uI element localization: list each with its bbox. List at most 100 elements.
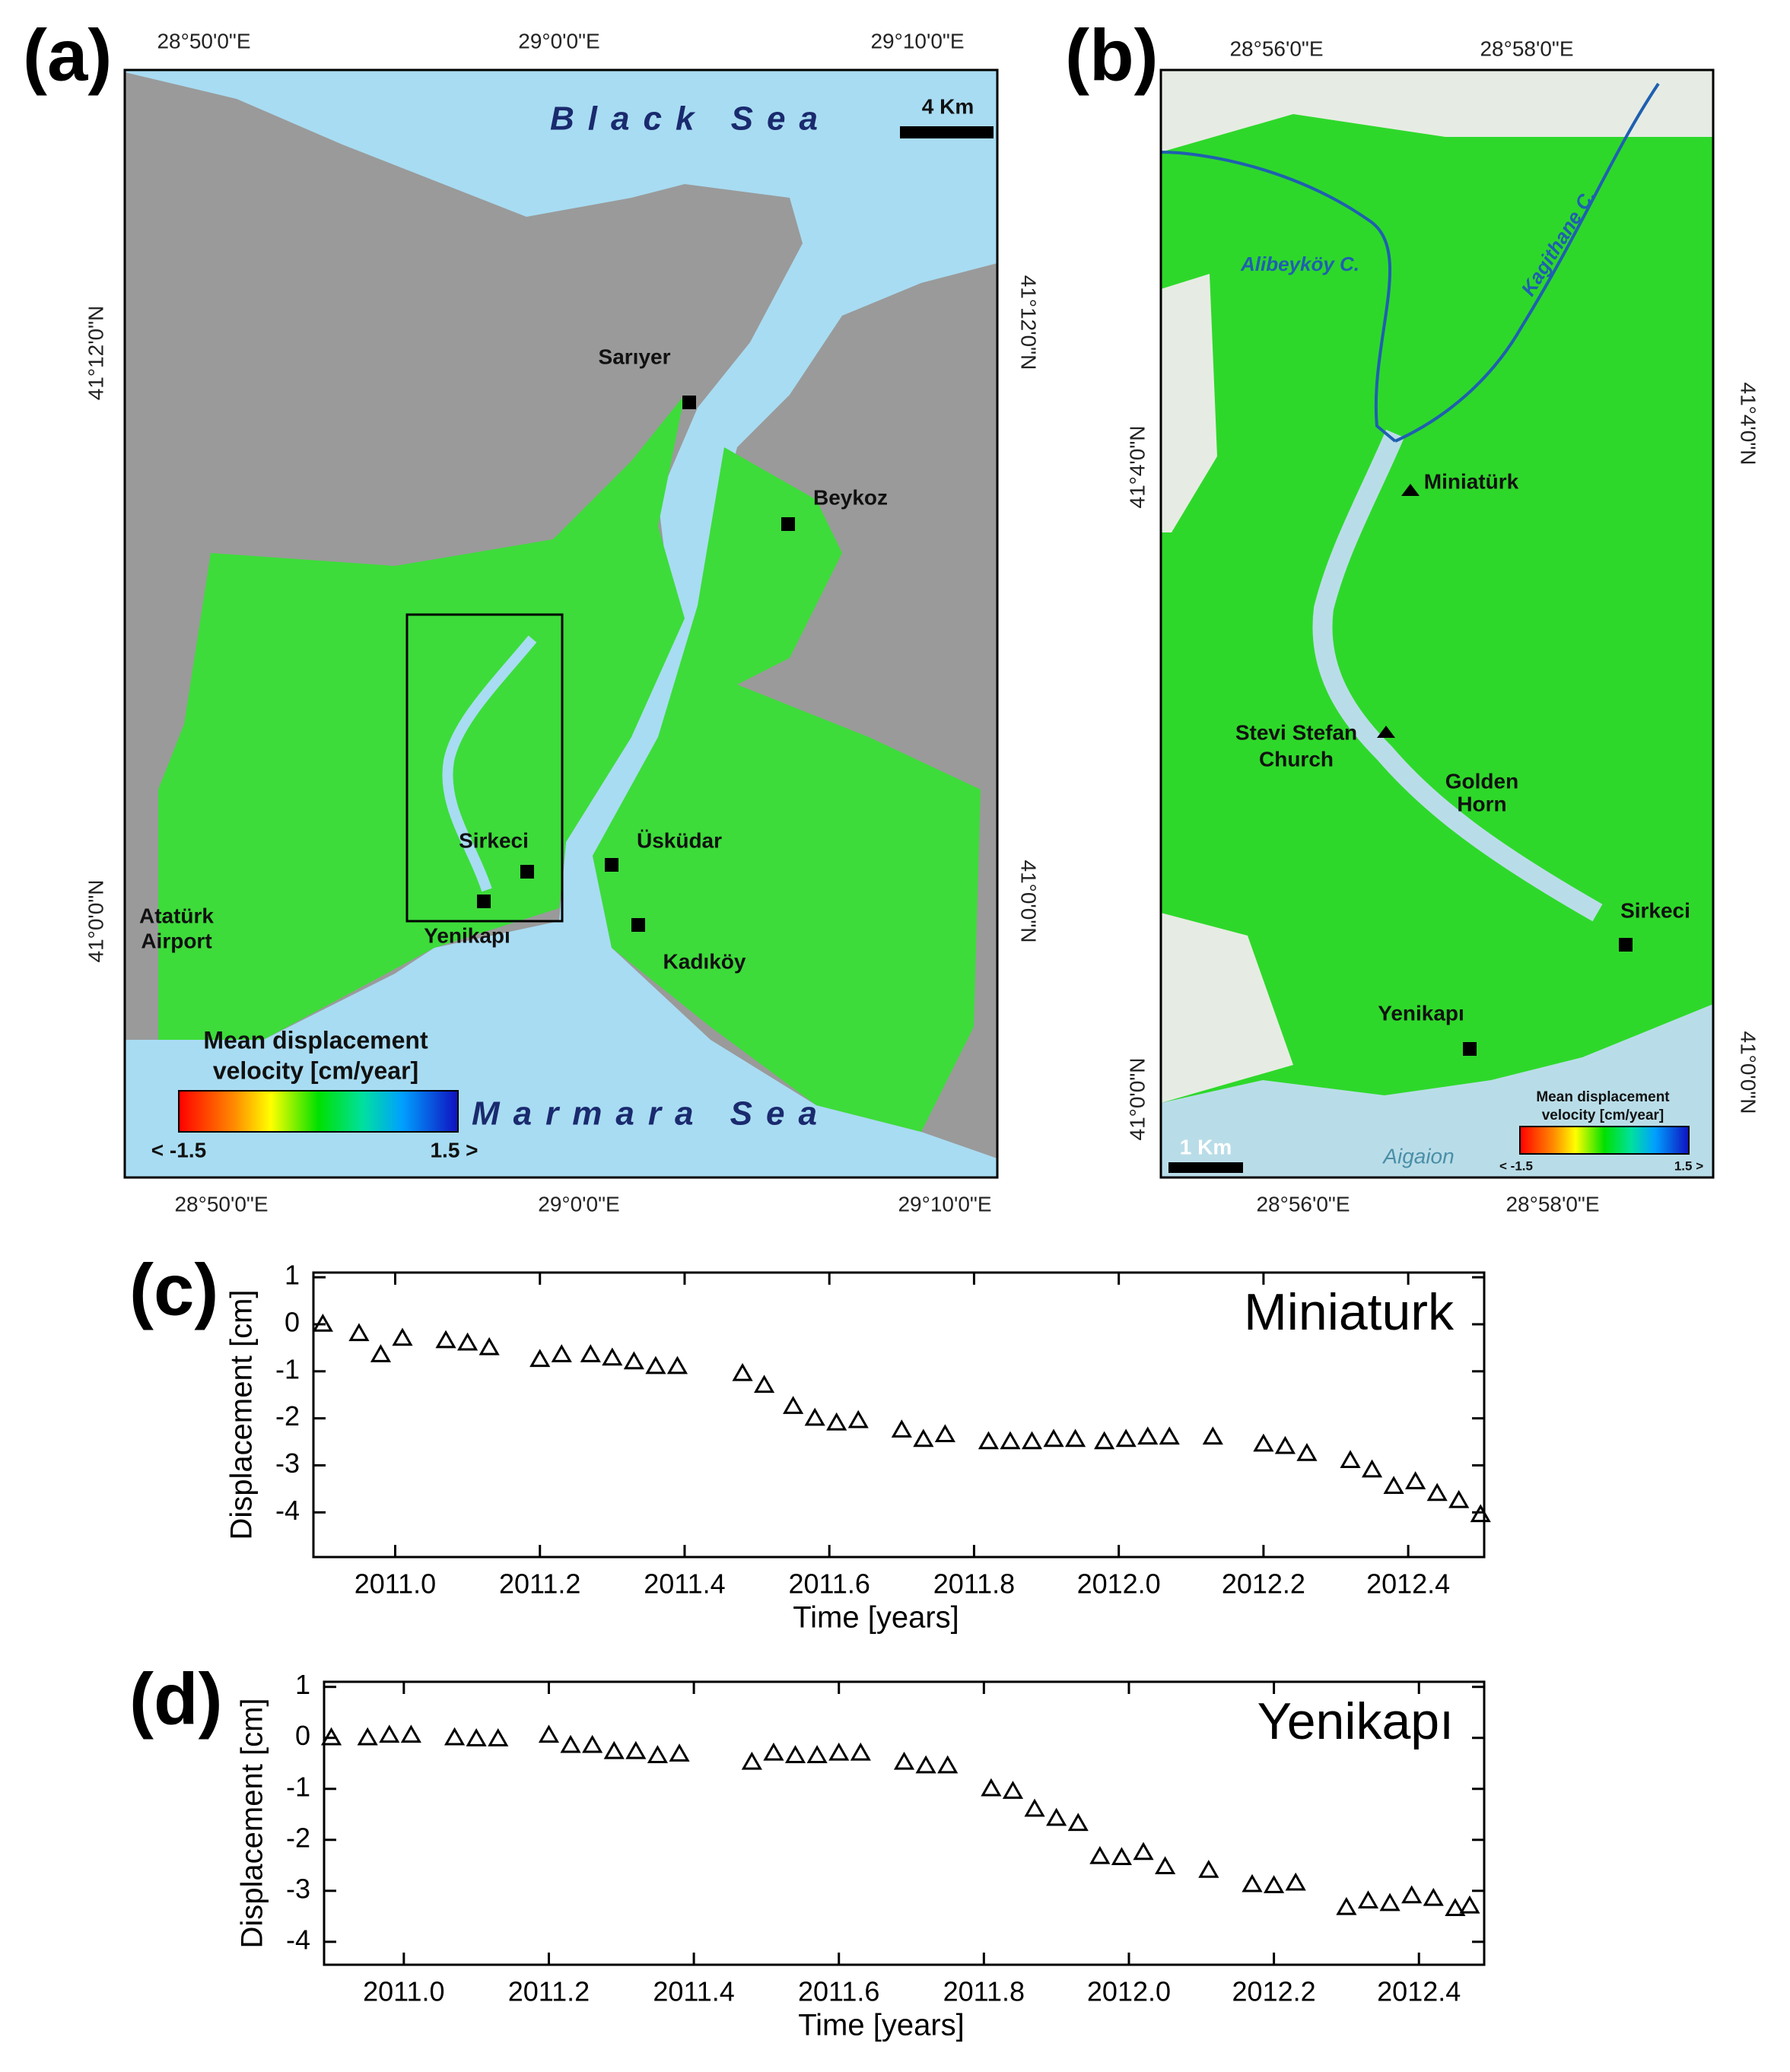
x-tick-label: 2012.0 [1077,1568,1161,1600]
lon-tick-label: 29°10'0"E [870,29,964,52]
legend-title: Mean displacement [1536,1089,1670,1105]
river-label: Alibeyköy C. [1240,253,1359,275]
place-label: Horn [1457,792,1506,815]
x-axis-label: Time [years] [793,1601,959,1635]
place-label: Airport [141,929,211,952]
marker [850,1742,871,1761]
colorbar [1519,1126,1690,1155]
plot-frame [312,1271,1486,1559]
x-tick-label: 2011.8 [943,1976,1025,2007]
marker [753,1374,775,1394]
marker [1159,1426,1180,1445]
legend-title: velocity [cm/year] [213,1057,418,1084]
y-tick-label: 1 [285,1260,300,1291]
basemap [1161,913,1293,1103]
site-marker [1619,938,1633,952]
marker [1000,1431,1021,1450]
site-marker [1463,1042,1477,1056]
place-label: Sirkeci [1620,898,1690,922]
basemap-label: Aigaion [1381,1144,1454,1168]
lon-tick-label: 28°50'0"E [157,29,250,52]
place-label: Yenikapı [1378,1001,1464,1025]
lat-tick-label: 41°0'0"N [84,880,107,963]
marker [981,1778,1002,1797]
marker [1274,1435,1296,1454]
marker [1115,1428,1137,1448]
urban-asia [593,447,981,1132]
lon-tick-label: 28°56'0"E [1256,1192,1350,1216]
scale-label: 4 Km [922,94,974,118]
marker [826,1412,847,1431]
marker [603,1740,625,1759]
map-b [1161,70,1713,1177]
lat-tick-label: 41°4'0"N [1737,383,1760,466]
marker [1379,1892,1401,1912]
marker [1067,1813,1089,1832]
lat-tick-label: 41°0'0"N [1017,860,1041,943]
scale-label: 1 Km [1180,1135,1232,1158]
golden-horn [442,635,537,892]
legend-title: Mean displacement [203,1026,428,1053]
lon-tick-label: 28°56'0"E [1229,37,1323,60]
sea-label: Black Sea [550,100,831,138]
marker [828,1742,850,1761]
marker [580,1344,601,1362]
marker [538,1724,560,1743]
legend-max: 1.5 > [1674,1158,1703,1173]
site-marker [631,918,645,932]
panel-label: (a) [23,14,112,96]
marker [978,1431,1000,1450]
scale-bar [1168,1162,1243,1173]
site-marker [520,865,534,879]
place-label: Üsküdar [637,828,722,852]
lat-tick-label: 41°12'0"N [84,306,107,401]
marker [1202,1426,1223,1445]
place-label: Stevi Stefan [1235,720,1357,744]
panel-label: (c) [129,1249,218,1330]
marker [1046,1807,1067,1826]
inset-box [405,613,564,923]
marker [934,1424,955,1443]
place-label: Sarıyer [599,345,671,368]
x-tick-label: 2011.2 [499,1568,580,1600]
lon-tick-label: 29°0'0"E [518,29,599,52]
x-tick-label: 2012.2 [1232,1976,1316,2007]
x-tick-label: 2011.8 [933,1568,1015,1600]
y-tick-label: -2 [286,1822,310,1853]
marker [1405,1471,1426,1489]
marker [1002,1781,1024,1799]
site-marker [1377,726,1395,738]
marker [1340,1450,1361,1469]
marker [623,1351,644,1370]
site-marker [1401,484,1420,496]
marker [1253,1433,1274,1452]
river [1394,82,1660,443]
marker [444,1727,466,1746]
y-tick-label: -4 [275,1495,300,1526]
legend-min: < -1.5 [151,1138,206,1162]
x-tick-label: 2012.4 [1366,1568,1450,1600]
urban-europe [158,395,685,1040]
marker [400,1724,421,1743]
marker [1296,1442,1318,1461]
marker [1336,1896,1357,1915]
marker [1133,1842,1154,1861]
y-tick-label: -1 [286,1771,310,1802]
marker [1242,1873,1263,1892]
lon-tick-label: 28°58'0"E [1480,37,1573,60]
marker [582,1734,603,1753]
lat-tick-label: 41°0'0"N [1737,1031,1760,1114]
marker [1198,1859,1219,1878]
place-label: Church [1259,747,1334,771]
place-label: Sirkeci [459,828,529,852]
place-label: Atatürk [139,904,214,927]
marker [320,1727,342,1746]
panel-label: (d) [129,1658,223,1740]
river [1161,151,1397,443]
marker [647,1745,669,1763]
marker [560,1734,581,1753]
marker [891,1419,912,1438]
marker [392,1327,413,1346]
marker [784,1745,806,1763]
x-tick-label: 2011.0 [355,1568,436,1600]
